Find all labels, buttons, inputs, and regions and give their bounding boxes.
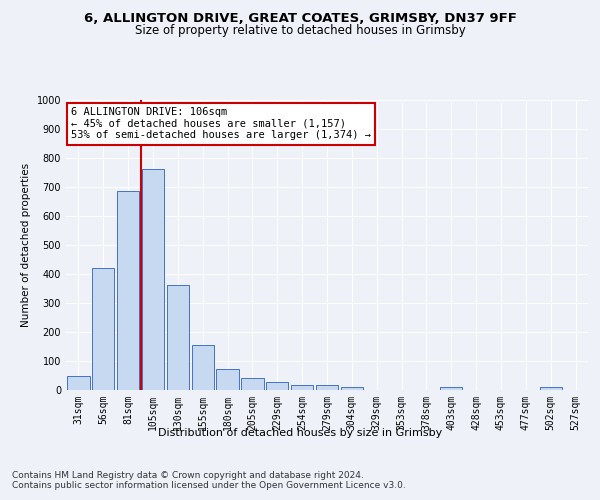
Bar: [117, 192, 139, 390]
Text: 6 ALLINGTON DRIVE: 106sqm
← 45% of detached houses are smaller (1,157)
53% of se: 6 ALLINGTON DRIVE: 106sqm ← 45% of detac…: [71, 108, 371, 140]
Bar: [341, 387, 363, 390]
Y-axis label: Number of detached properties: Number of detached properties: [21, 163, 31, 327]
Bar: [266, 382, 289, 390]
Text: 6, ALLINGTON DRIVE, GREAT COATES, GRIMSBY, DN37 9FF: 6, ALLINGTON DRIVE, GREAT COATES, GRIMSB…: [83, 12, 517, 26]
Bar: [440, 386, 463, 390]
Bar: [316, 385, 338, 390]
Bar: [167, 285, 189, 390]
Bar: [191, 345, 214, 390]
Bar: [539, 386, 562, 390]
Bar: [291, 385, 313, 390]
Bar: [92, 268, 115, 390]
Text: Contains HM Land Registry data © Crown copyright and database right 2024.
Contai: Contains HM Land Registry data © Crown c…: [12, 470, 406, 490]
Bar: [217, 369, 239, 390]
Text: Distribution of detached houses by size in Grimsby: Distribution of detached houses by size …: [158, 428, 442, 438]
Text: Size of property relative to detached houses in Grimsby: Size of property relative to detached ho…: [134, 24, 466, 37]
Bar: [67, 376, 89, 390]
Bar: [241, 378, 263, 390]
Bar: [142, 169, 164, 390]
